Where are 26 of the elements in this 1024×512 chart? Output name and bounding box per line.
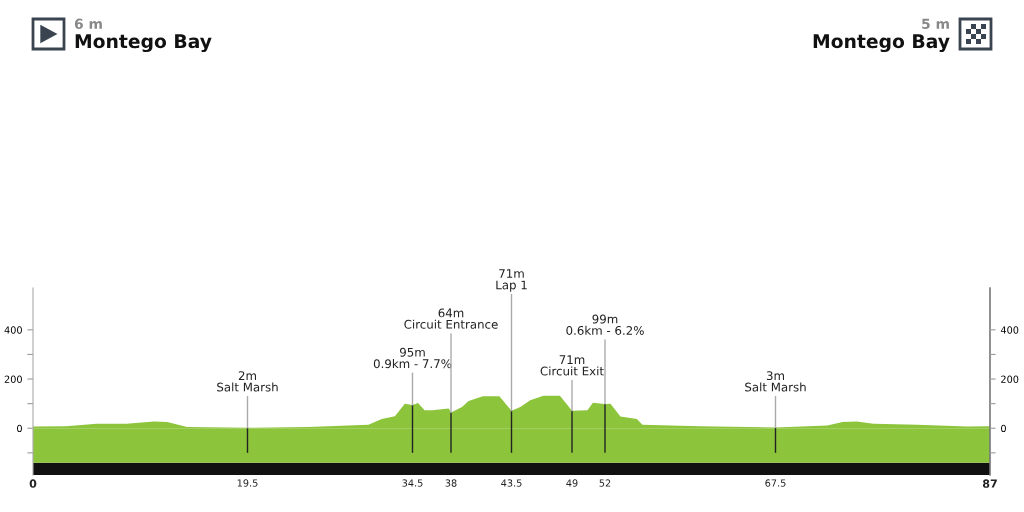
y-tick-label: 0	[17, 424, 22, 433]
x-tick-label: 49	[566, 479, 578, 487]
x-tick-label: 87	[982, 479, 997, 488]
text: Montego Bay	[75, 34, 212, 53]
x-tick-label: 52	[599, 479, 611, 487]
x-tick-label: 67.5	[765, 479, 786, 487]
y-tick-label: 400	[4, 326, 22, 334]
text: 6 m	[74, 18, 102, 30]
annotation: 95m 0.9km - 7.7%	[373, 347, 452, 369]
x-tick-label: 19.5	[237, 479, 258, 487]
annotation: 3m Salt Marsh	[745, 371, 806, 392]
annotation: 71m Circuit Exit	[540, 355, 604, 376]
y2-tick-label: 400	[1000, 326, 1019, 334]
x-tick-label: 38	[445, 479, 457, 487]
y-tick-label: 200	[4, 375, 22, 383]
text: 5 m	[922, 18, 949, 30]
text: Montego Bay	[813, 34, 950, 53]
x-tick-label: 43.5	[501, 479, 522, 487]
annotation: 64m Circuit Entrance	[404, 308, 498, 329]
annotation: 71m Lap 1	[496, 269, 527, 292]
annotation: 2m Salt Marsh	[217, 371, 278, 392]
x-tick-label: 0	[29, 479, 37, 488]
y2-tick-label: 200	[1001, 375, 1019, 383]
y2-tick-label: 0	[1001, 424, 1006, 433]
annotation: 99m 0.6km - 6.2%	[566, 314, 644, 335]
x-tick-label: 34.5	[402, 479, 423, 487]
